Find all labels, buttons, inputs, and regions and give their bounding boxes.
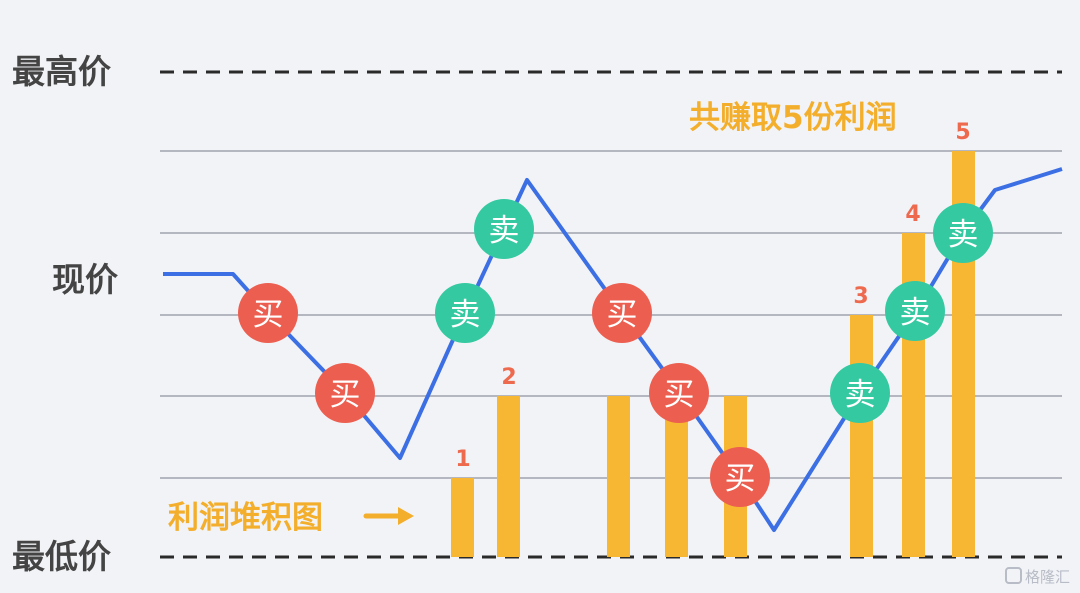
buy-marker: 买 — [649, 363, 709, 423]
sell-marker-label: 卖 — [900, 295, 931, 331]
bar-number-1: 1 — [455, 447, 470, 472]
sell-marker-label: 卖 — [489, 213, 520, 249]
sell-marker: 卖 — [435, 283, 495, 343]
bar-number-5: 5 — [955, 120, 970, 145]
sell-marker: 卖 — [830, 363, 890, 423]
watermark: 格隆汇 — [1005, 567, 1070, 586]
sell-markers: 卖 卖 卖 卖 卖 — [435, 199, 993, 423]
profit-bar-3 — [850, 315, 873, 557]
buy-marker: 买 — [315, 363, 375, 423]
profit-bar-1 — [451, 478, 474, 557]
highest-price-label: 最高价 — [12, 52, 111, 91]
price-line — [163, 167, 1063, 532]
buy-markers: 买 买 买 买 买 — [238, 283, 770, 507]
buy-marker-label: 买 — [664, 377, 695, 413]
profit-bars — [451, 151, 975, 557]
sell-marker: 卖 — [474, 199, 534, 259]
bar-number-4: 4 — [905, 202, 920, 227]
buy-marker-label: 买 — [330, 377, 361, 413]
buy-marker-label: 买 — [725, 461, 756, 497]
sell-marker-label: 卖 — [450, 297, 481, 333]
profit-bar-2 — [497, 396, 520, 557]
sell-marker-label: 卖 — [845, 377, 876, 413]
sell-marker: 卖 — [933, 203, 993, 263]
bar-number-3: 3 — [853, 284, 868, 309]
sell-marker: 卖 — [885, 281, 945, 341]
sell-marker-label: 卖 — [948, 217, 979, 253]
buy-marker: 买 — [238, 283, 298, 343]
right-arrow-icon — [363, 507, 414, 525]
profit-bar-2-held — [607, 396, 630, 557]
total-profit-title: 共赚取5份利润 — [689, 100, 897, 136]
lowest-price-label: 最低价 — [12, 537, 111, 576]
buy-marker: 买 — [710, 447, 770, 507]
current-price-label: 现价 — [52, 260, 118, 299]
profit-bar-1-held — [665, 396, 688, 557]
buy-marker: 买 — [592, 283, 652, 343]
watermark-label: 格隆汇 — [1025, 568, 1070, 586]
buy-marker-label: 买 — [253, 297, 284, 333]
bar-number-2: 2 — [501, 365, 516, 390]
buy-marker-label: 买 — [607, 297, 638, 333]
profit-chart-label: 利润堆积图 — [168, 500, 323, 536]
